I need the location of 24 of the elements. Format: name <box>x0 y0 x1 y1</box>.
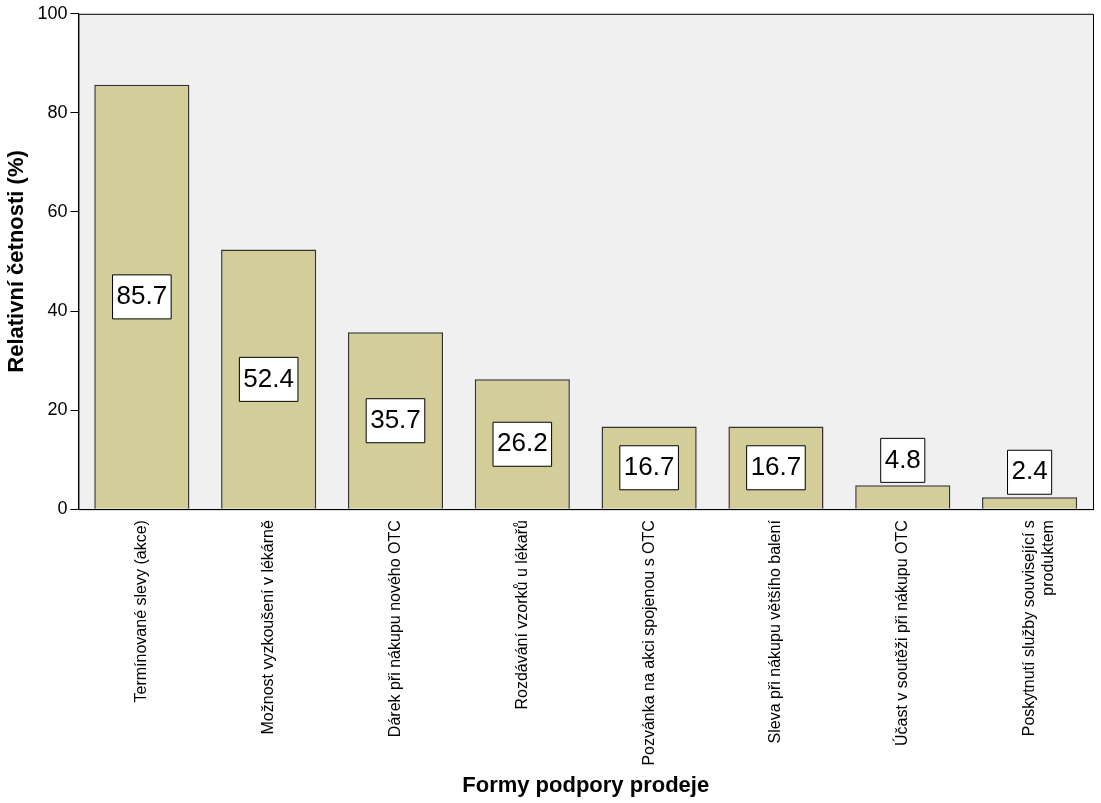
x-tick-label: Poskytnutí služby související s produktem <box>1020 520 1057 737</box>
y-tick-label: 80 <box>47 101 68 122</box>
x-tick-label: Termínované slevy (akce) <box>132 520 150 703</box>
x-tick-label: Rozdávání vzorků u lékařů <box>512 520 530 710</box>
x-tick-label: Pozvánka na akci spojenou s OTC <box>639 520 657 766</box>
x-tick-label: Sleva při nákupu většího balení <box>766 519 784 744</box>
x-tick-label: Možnost vyzkoušení v lékárně <box>259 520 277 735</box>
data-label: 2.4 <box>1011 455 1048 486</box>
data-label: 16.7 <box>623 450 675 481</box>
y-tick-label: 40 <box>47 299 68 320</box>
data-label: 26.2 <box>497 427 548 458</box>
x-tick-label: Účast v soutěži při nákupu OTC <box>892 520 911 747</box>
data-label: 85.7 <box>116 280 168 311</box>
y-tick-label: 60 <box>47 200 68 221</box>
data-label: 16.7 <box>750 450 802 481</box>
data-label: 35.7 <box>370 403 421 434</box>
x-tick-label: Dárek při nákupu nového OTC <box>385 520 403 738</box>
data-label: 4.8 <box>884 443 921 474</box>
data-label: 52.4 <box>243 362 294 393</box>
y-axis-title: Relativní četnosti (%) <box>3 150 29 373</box>
y-tick-label: 0 <box>57 498 68 519</box>
x-axis-title: Formy podpory prodeje <box>462 771 710 797</box>
y-tick-label: 100 <box>37 2 68 23</box>
y-tick-label: 20 <box>47 399 68 420</box>
